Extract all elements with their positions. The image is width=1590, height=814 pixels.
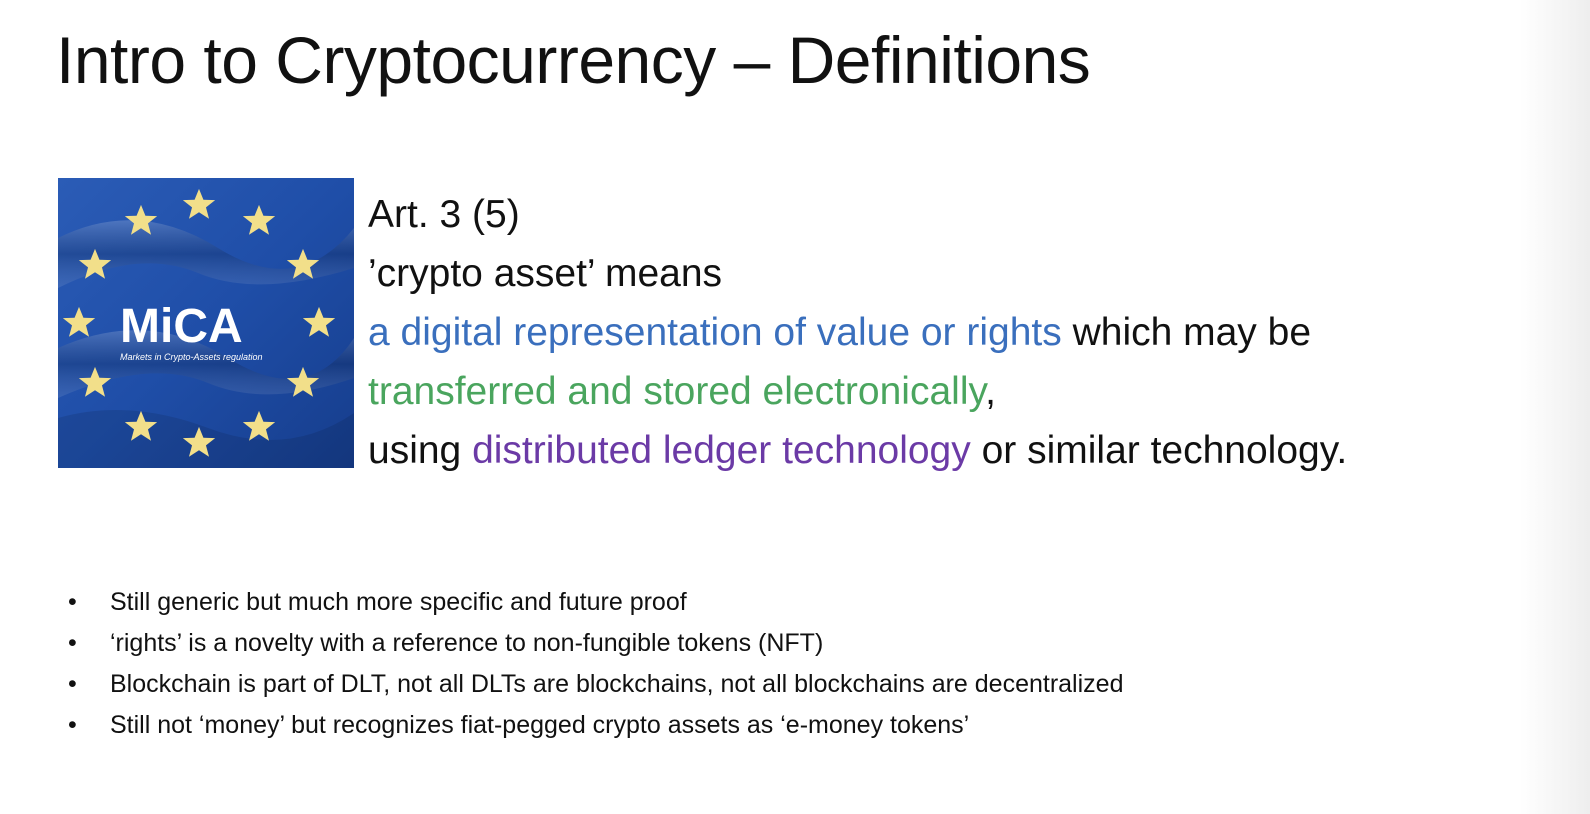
mica-logo-subtitle: Markets in Crypto-Assets regulation — [120, 352, 263, 362]
definition-block: Art. 3 (5) ’crypto asset’ means a digita… — [368, 185, 1568, 480]
definition-line-2: transferred and stored electronically, — [368, 362, 1568, 421]
highlight-dlt: distributed ledger technology — [472, 429, 971, 472]
definition-line-1: a digital representation of value or rig… — [368, 303, 1568, 362]
mica-logo-text: MiCA — [120, 300, 243, 353]
definition-line-1-rest: which may be — [1061, 311, 1312, 354]
definition-line-3-prefix: using — [368, 429, 473, 472]
definition-line-3-rest: or similar technology. — [970, 429, 1348, 472]
bullet-text: Still not ‘money’ but recognizes fiat-pe… — [110, 711, 970, 739]
bullet-text: Still generic but much more specific and… — [110, 588, 687, 616]
page-title: Intro to Cryptocurrency – Definitions — [56, 23, 1091, 97]
list-item: • Still generic but much more specific an… — [62, 582, 1123, 623]
bullet-icon: • — [68, 711, 77, 739]
bullet-text: ‘rights’ is a novelty with a reference t… — [110, 629, 824, 657]
bullet-icon: • — [68, 629, 77, 657]
definition-line-2-rest: , — [985, 370, 996, 413]
definition-line-3: using distributed ledger technology or s… — [368, 421, 1568, 480]
list-item: • Still not ‘money’ but recognizes fiat-p… — [62, 705, 1123, 746]
bullet-text: Blockchain is part of DLT, not all DLTs … — [110, 670, 1124, 698]
mica-eu-flag-image: MiCA Markets in Crypto-Assets regulation — [58, 178, 354, 468]
highlight-digital-representation: a digital representation of value or rig… — [368, 311, 1062, 354]
list-item: • Blockchain is part of DLT, not all DLTs… — [62, 664, 1123, 705]
highlight-transferred-stored: transferred and stored electronically — [368, 370, 986, 413]
list-item: • ‘rights’ is a novelty with a reference … — [62, 623, 1123, 664]
slide-edge-shadow — [1520, 0, 1590, 814]
article-reference: Art. 3 (5) — [368, 193, 520, 236]
bullet-icon: • — [68, 670, 77, 698]
definition-intro: ’crypto asset’ means — [368, 252, 723, 295]
bullet-list: • Still generic but much more specific an… — [62, 582, 1123, 746]
bullet-icon: • — [68, 588, 77, 616]
